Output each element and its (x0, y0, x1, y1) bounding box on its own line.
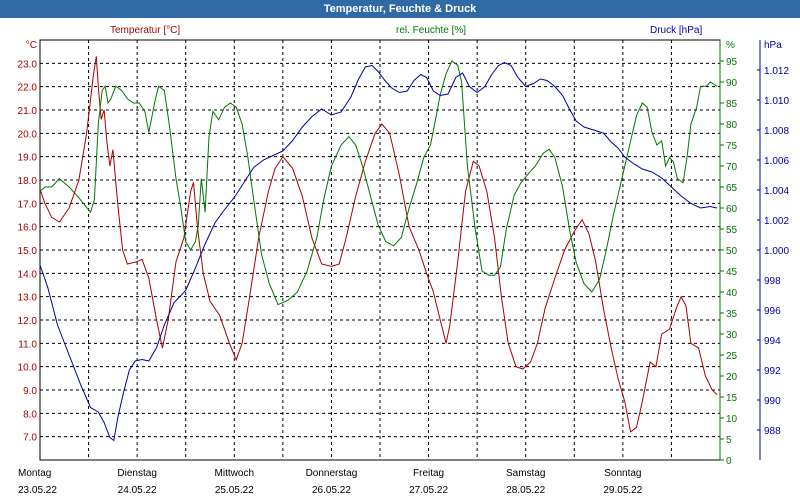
x-date-label: 26.05.22 (312, 485, 351, 496)
humidity-tick-label: 15 (726, 393, 738, 404)
x-date-label: 27.05.22 (409, 485, 448, 496)
humidity-unit-label: % (726, 40, 735, 51)
x-day-label: Donnerstag (306, 468, 358, 479)
pressure-tick-label: 994 (764, 336, 781, 347)
humidity-tick-label: 70 (726, 162, 738, 173)
humidity-tick-label: 30 (726, 330, 738, 341)
pressure-tick-label: 1.008 (764, 126, 789, 137)
x-day-label: Freitag (413, 468, 444, 479)
temperature-tick-label: 14.0 (18, 269, 38, 280)
temperature-unit-label: °C (26, 40, 37, 51)
temperature-tick-label: 16.0 (18, 223, 38, 234)
pressure-tick-label: 1.010 (764, 96, 789, 107)
temperature-tick-label: 9.0 (23, 386, 37, 397)
x-day-label: Montag (18, 468, 51, 479)
pressure-tick-label: 988 (764, 426, 781, 437)
pressure-tick-label: 1.004 (764, 186, 789, 197)
legend-temperature: Temperatur [°C] (110, 25, 180, 36)
humidity-tick-label: 80 (726, 120, 738, 131)
pressure-tick-label: 990 (764, 396, 781, 407)
temperature-tick-label: 11.0 (18, 339, 37, 350)
temperature-tick-label: 19.0 (18, 153, 38, 164)
x-date-label: 29.05.22 (603, 485, 642, 496)
humidity-tick-label: 45 (726, 267, 738, 278)
pressure-tick-label: 992 (764, 366, 781, 377)
humidity-tick-label: 0 (726, 456, 732, 467)
series-line-humidity (39, 60, 718, 306)
x-day-label: Dienstag (117, 468, 156, 479)
temperature-tick-label: 18.0 (18, 176, 38, 187)
x-day-label: Samstag (506, 468, 545, 479)
temperature-tick-label: 12.0 (18, 316, 38, 327)
x-day-label: Mittwoch (215, 468, 254, 479)
legend-pressure: Druck [hPa] (650, 25, 702, 36)
temperature-tick-label: 10.0 (18, 363, 38, 374)
pressure-tick-label: 1.012 (764, 66, 789, 77)
humidity-tick-label: 20 (726, 372, 738, 383)
humidity-tick-label: 55 (726, 225, 738, 236)
window-title: Temperatur, Feuchte & Druck (0, 0, 800, 18)
temperature-tick-label: 17.0 (18, 199, 38, 210)
temperature-tick-label: 22.0 (18, 83, 38, 94)
temperature-tick-label: 20.0 (18, 129, 38, 140)
x-date-label: 28.05.22 (506, 485, 545, 496)
humidity-tick-label: 60 (726, 204, 738, 215)
series-line-pressure (39, 61, 718, 442)
pressure-tick-label: 996 (764, 306, 781, 317)
pressure-unit-label: hPa (764, 40, 782, 51)
legend-humidity: rel. Feuchte [%] (396, 25, 466, 36)
humidity-tick-label: 10 (726, 414, 738, 425)
x-day-label: Sonntag (604, 468, 641, 479)
temperature-tick-label: 8.0 (23, 409, 37, 420)
pressure-tick-label: 1.006 (764, 156, 789, 167)
temperature-tick-label: 15.0 (18, 246, 38, 257)
humidity-tick-label: 65 (726, 183, 738, 194)
humidity-tick-label: 75 (726, 141, 738, 152)
temperature-tick-label: 13.0 (18, 293, 38, 304)
humidity-tick-label: 35 (726, 309, 738, 320)
x-date-label: 23.05.22 (18, 485, 57, 496)
humidity-tick-label: 90 (726, 78, 738, 89)
humidity-tick-label: 25 (726, 351, 738, 362)
temperature-tick-label: 21.0 (18, 106, 38, 117)
humidity-tick-label: 40 (726, 288, 738, 299)
humidity-tick-label: 50 (726, 246, 738, 257)
humidity-tick-label: 85 (726, 99, 738, 110)
series-line-temperature (39, 56, 718, 433)
x-date-label: 25.05.22 (215, 485, 254, 496)
pressure-tick-label: 1.002 (764, 216, 789, 227)
temperature-tick-label: 7.0 (23, 433, 37, 444)
pressure-tick-label: 1.000 (764, 246, 789, 257)
humidity-tick-label: 5 (726, 435, 732, 446)
x-date-label: 24.05.22 (118, 485, 157, 496)
pressure-tick-label: 998 (764, 276, 781, 287)
temperature-tick-label: 23.0 (18, 59, 38, 70)
humidity-tick-label: 95 (726, 57, 738, 68)
